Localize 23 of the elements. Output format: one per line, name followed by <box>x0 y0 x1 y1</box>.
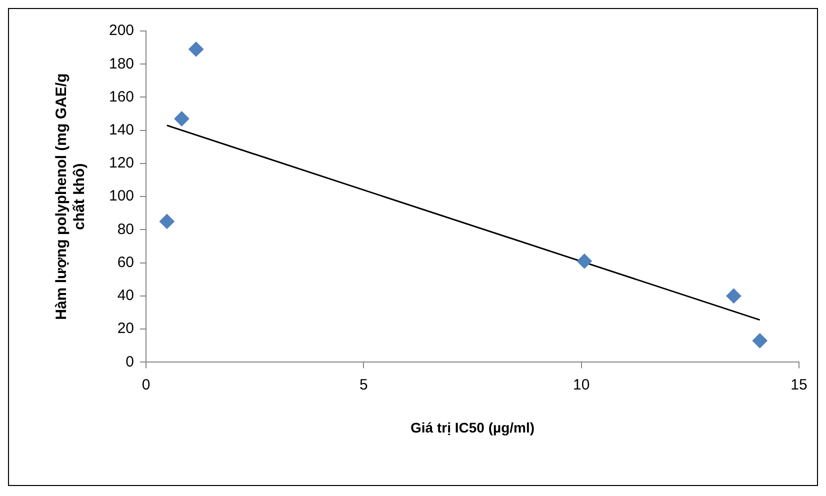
y-tick-label: 60 <box>117 254 134 271</box>
point <box>726 288 742 304</box>
y-tick-label: 20 <box>117 320 134 338</box>
y-axis-title: Hàm lượng polyphenol (mg GAE/g chất khô) <box>53 73 88 320</box>
point <box>188 42 204 57</box>
point <box>752 333 768 348</box>
point <box>159 214 174 229</box>
y-tick-label: 0 <box>126 353 134 370</box>
y-tick-label: 160 <box>108 88 134 106</box>
y-tick-label: 180 <box>108 55 134 72</box>
y-tick-label: 200 <box>108 22 134 40</box>
y-tick-label: 140 <box>108 122 134 138</box>
point <box>576 254 592 269</box>
x-axis-title: Giá trị IC50 (µg/ml) <box>410 419 535 436</box>
x-tick-label: 10 <box>573 376 590 394</box>
x-tick-label: 5 <box>360 376 368 394</box>
point <box>174 111 190 126</box>
x-tick-label: 0 <box>142 376 150 394</box>
y-tick-label: 40 <box>117 287 134 304</box>
y-tick-label: 100 <box>108 188 134 205</box>
y-tick-label: 80 <box>117 220 134 238</box>
y-tick-label: 120 <box>108 154 134 172</box>
x-tick-label: 15 <box>790 376 808 394</box>
